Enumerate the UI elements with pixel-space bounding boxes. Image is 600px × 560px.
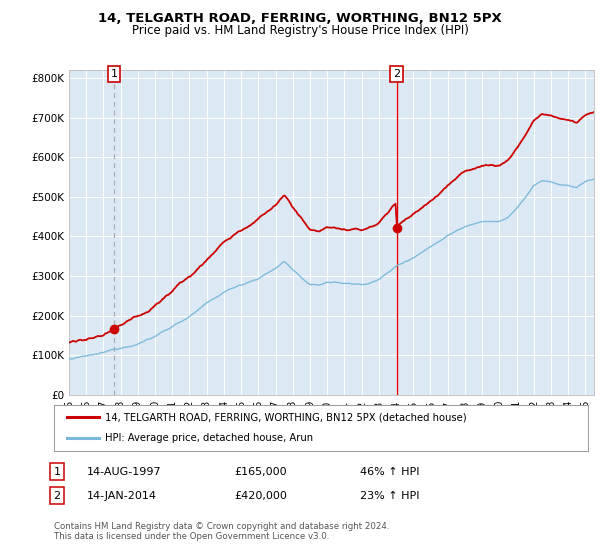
Text: 1: 1 (53, 466, 61, 477)
Text: 14, TELGARTH ROAD, FERRING, WORTHING, BN12 5PX: 14, TELGARTH ROAD, FERRING, WORTHING, BN… (98, 12, 502, 25)
Text: 2: 2 (53, 491, 61, 501)
Text: 23% ↑ HPI: 23% ↑ HPI (360, 491, 419, 501)
Text: HPI: Average price, detached house, Arun: HPI: Average price, detached house, Arun (105, 433, 313, 444)
Text: 2: 2 (393, 69, 400, 79)
Text: 14-AUG-1997: 14-AUG-1997 (87, 466, 161, 477)
Text: Price paid vs. HM Land Registry's House Price Index (HPI): Price paid vs. HM Land Registry's House … (131, 24, 469, 36)
Text: 1: 1 (110, 69, 118, 79)
Text: £420,000: £420,000 (234, 491, 287, 501)
Text: 14-JAN-2014: 14-JAN-2014 (87, 491, 157, 501)
Text: £165,000: £165,000 (234, 466, 287, 477)
Text: Contains HM Land Registry data © Crown copyright and database right 2024.
This d: Contains HM Land Registry data © Crown c… (54, 522, 389, 542)
Text: 46% ↑ HPI: 46% ↑ HPI (360, 466, 419, 477)
Text: 14, TELGARTH ROAD, FERRING, WORTHING, BN12 5PX (detached house): 14, TELGARTH ROAD, FERRING, WORTHING, BN… (105, 412, 466, 422)
